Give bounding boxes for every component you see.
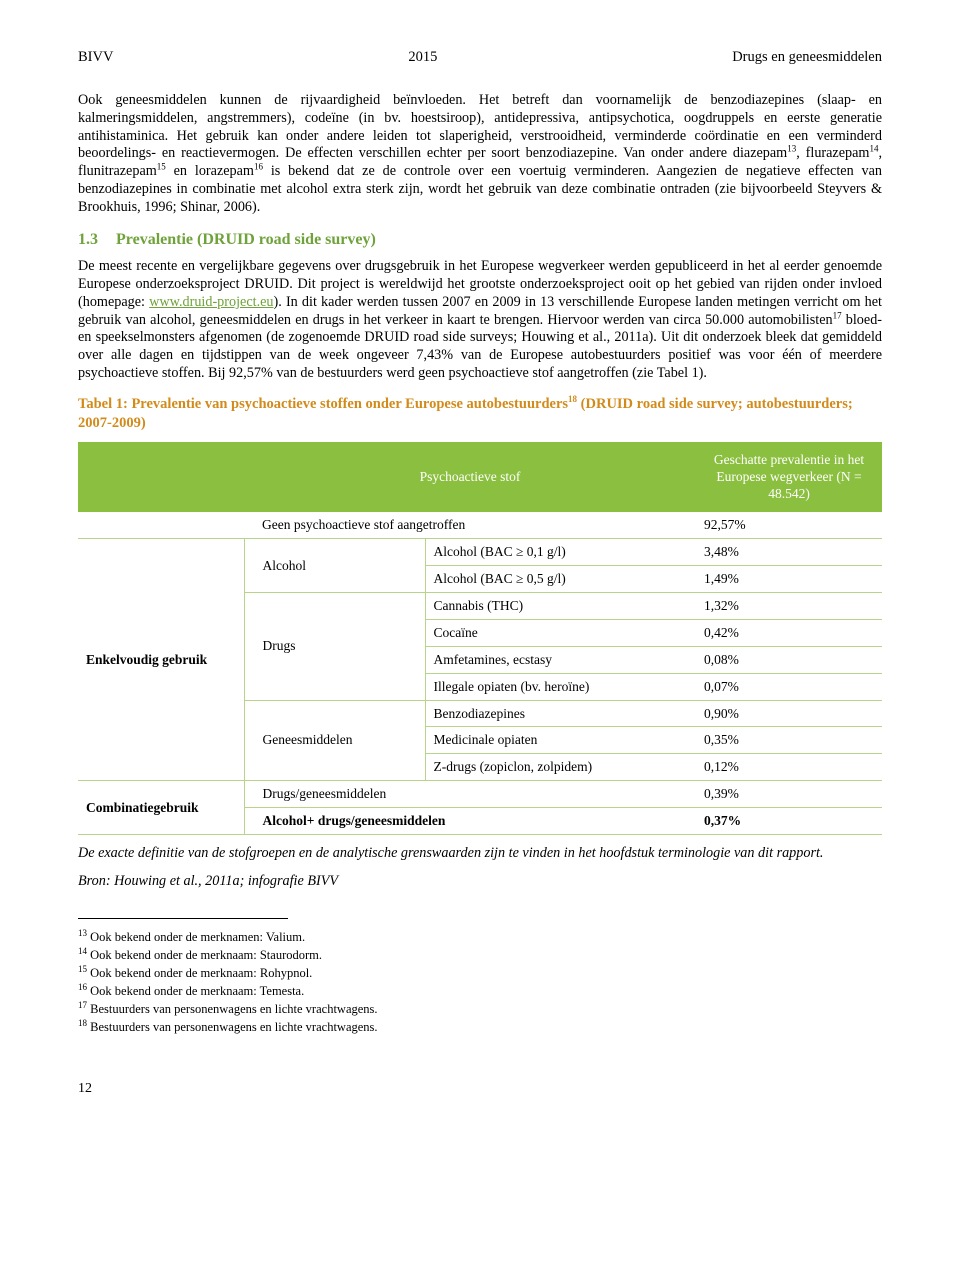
footnote-ref: 18 <box>568 394 577 404</box>
table-row: Combinatiegebruik Drugs/geneesmiddelen 0… <box>78 781 882 808</box>
footnote-number: 13 <box>78 928 87 938</box>
footnote: 13 Ook bekend onder de merknamen: Valium… <box>78 929 882 946</box>
footnote: 17 Bestuurders van personenwagens en lic… <box>78 1001 882 1018</box>
group-label: Enkelvoudig gebruik <box>78 539 244 781</box>
table-caption: Tabel 1: Prevalentie van psychoactieve s… <box>78 395 882 434</box>
footnote-number: 14 <box>78 946 87 956</box>
body-paragraph: De meest recente en vergelijkbare gegeve… <box>78 258 882 382</box>
footnote-text: Ook bekend onder de merknaam: Temesta. <box>90 984 304 998</box>
cell-label: Alcohol (BAC ≥ 0,1 g/l) <box>425 539 696 566</box>
footnote-separator <box>78 918 288 919</box>
table-header-row: Psychoactieve stof Geschatte prevalentie… <box>78 442 882 513</box>
druid-link[interactable]: www.druid-project.eu <box>149 294 273 310</box>
cell-label: Cocaïne <box>425 619 696 646</box>
cell-value: 0,90% <box>696 700 882 727</box>
category-label: Drugs <box>244 593 425 701</box>
footnote-text: Bestuurders van personenwagens en lichte… <box>90 1020 377 1034</box>
empty-cell <box>78 512 244 538</box>
cell-label: Amfetamines, ecstasy <box>425 646 696 673</box>
body-paragraph: Ook geneesmiddelen kunnen de rijvaardigh… <box>78 92 882 216</box>
section-number: 1.3 <box>78 231 98 248</box>
cell-label: Alcohol (BAC ≥ 0,5 g/l) <box>425 566 696 593</box>
page-header: BIVV 2015 Drugs en geneesmiddelen <box>78 48 882 66</box>
cell-value: 0,35% <box>696 727 882 754</box>
cell-value: 3,48% <box>696 539 882 566</box>
page-number: 12 <box>78 1080 882 1098</box>
table-row: Enkelvoudig gebruik Alcohol Alcohol (BAC… <box>78 539 882 566</box>
section-heading: 1.3 Prevalentie (DRUID road side survey) <box>78 230 882 250</box>
footnote: 16 Ook bekend onder de merknaam: Temesta… <box>78 983 882 1000</box>
cell-value: 92,57% <box>696 512 882 538</box>
cell-label: Medicinale opiaten <box>425 727 696 754</box>
footnote-text: Ook bekend onder de merknaam: Rohypnol. <box>90 966 312 980</box>
cell-value: 0,07% <box>696 673 882 700</box>
footnote-ref: 15 <box>157 161 166 171</box>
text-span: en lorazepam <box>166 163 254 179</box>
footnote: 15 Ook bekend onder de merknaam: Rohypno… <box>78 965 882 982</box>
cell-value: 0,37% <box>696 808 882 835</box>
cell-label: Drugs/geneesmiddelen <box>244 781 696 808</box>
footnote-ref: 13 <box>787 144 796 154</box>
footnotes: 13 Ook bekend onder de merknamen: Valium… <box>78 929 882 1035</box>
cell-value: 1,32% <box>696 593 882 620</box>
table-row: Geen psychoactieve stof aangetroffen 92,… <box>78 512 882 538</box>
footnote-number: 16 <box>78 982 87 992</box>
footnote-ref: 16 <box>254 161 263 171</box>
prevalence-table: Psychoactieve stof Geschatte prevalentie… <box>78 442 882 835</box>
table-source: Bron: Houwing et al., 2011a; infografie … <box>78 873 882 891</box>
table-header-empty <box>78 442 244 513</box>
cell-value: 0,42% <box>696 619 882 646</box>
footnote-text: Ook bekend onder de merknamen: Valium. <box>90 930 305 944</box>
cell-label: Cannabis (THC) <box>425 593 696 620</box>
header-center: 2015 <box>408 48 437 66</box>
header-left: BIVV <box>78 48 113 66</box>
header-right: Drugs en geneesmiddelen <box>732 48 882 66</box>
footnote: 18 Bestuurders van personenwagens en lic… <box>78 1019 882 1036</box>
cell-label: Geen psychoactieve stof aangetroffen <box>244 512 696 538</box>
footnote-number: 15 <box>78 964 87 974</box>
cell-label: Benzodiazepines <box>425 700 696 727</box>
footnote-number: 17 <box>78 1000 87 1010</box>
cell-value: 0,39% <box>696 781 882 808</box>
text-span: Ook geneesmiddelen kunnen de rijvaardigh… <box>78 92 882 161</box>
cell-label: Z-drugs (zopiclon, zolpidem) <box>425 754 696 781</box>
cell-label: Illegale opiaten (bv. heroïne) <box>425 673 696 700</box>
section-title-text: Prevalentie (DRUID road side survey) <box>116 231 376 248</box>
category-label: Geneesmiddelen <box>244 700 425 781</box>
cell-label: Alcohol+ drugs/geneesmiddelen <box>244 808 696 835</box>
footnote-text: Ook bekend onder de merknaam: Staurodorm… <box>90 948 322 962</box>
table-header-substance: Psychoactieve stof <box>244 442 696 513</box>
group-label: Combinatiegebruik <box>78 781 244 835</box>
footnote-number: 18 <box>78 1018 87 1028</box>
cell-value: 1,49% <box>696 566 882 593</box>
footnote-ref: 17 <box>833 310 842 320</box>
table-header-prevalence: Geschatte prevalentie in het Europese we… <box>696 442 882 513</box>
cell-value: 0,12% <box>696 754 882 781</box>
footnote-text: Bestuurders van personenwagens en lichte… <box>90 1002 377 1016</box>
category-label: Alcohol <box>244 539 425 593</box>
footnote: 14 Ook bekend onder de merknaam: Staurod… <box>78 947 882 964</box>
text-span: , flurazepam <box>796 145 869 161</box>
table-note: De exacte definitie van de stofgroepen e… <box>78 845 882 863</box>
cell-value: 0,08% <box>696 646 882 673</box>
text-span: Tabel 1: Prevalentie van psychoactieve s… <box>78 396 568 412</box>
